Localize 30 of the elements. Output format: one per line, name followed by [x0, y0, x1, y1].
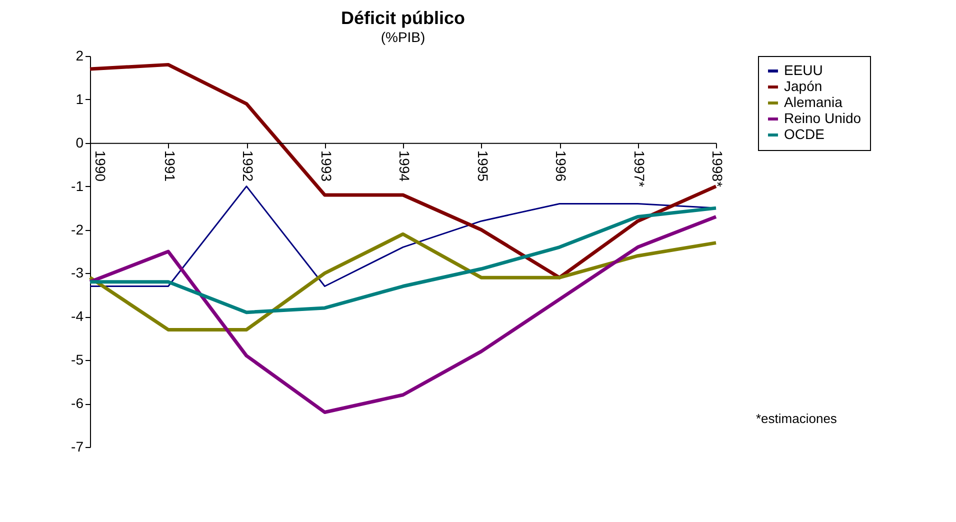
legend-label: OCDE [784, 126, 824, 142]
x-tick-label: 1990 [92, 150, 108, 182]
legend-label: Japón [784, 78, 822, 94]
y-tick-label: -6 [71, 395, 84, 412]
y-tick-label: -2 [71, 221, 84, 238]
line-series [88, 232, 718, 332]
y-tick-label: 0 [76, 134, 84, 150]
legend-label: Reino Unido [784, 110, 862, 126]
x-tick-label: 1993 [318, 150, 334, 182]
chart-subtitle: (%PIB) [380, 29, 426, 45]
y-tick-label: -7 [71, 438, 84, 454]
x-tick-label: 1991 [162, 150, 178, 182]
x-tick-label: 1995 [474, 150, 491, 182]
x-tick-label: 1994 [396, 150, 412, 182]
y-tick-label: -4 [71, 308, 84, 324]
x-tick-label: 1998* [710, 150, 726, 188]
x-tick-label: 1992 [240, 150, 256, 182]
chart-title: Déficit público [340, 8, 466, 28]
legend-label: EEUU [784, 62, 823, 78]
legend-label: Alemania [784, 94, 843, 110]
y-tick-label: 2 [76, 48, 84, 64]
line-series [88, 214, 718, 414]
x-tick-label: 1996 [553, 150, 569, 182]
text: *estimaciones [756, 411, 838, 426]
y-tick-label: -5 [71, 352, 84, 368]
y-tick-label: -3 [71, 264, 84, 281]
line-series [88, 206, 718, 314]
x-tick-label: 1997* [631, 150, 648, 188]
y-tick-label: -1 [71, 178, 84, 194]
y-tick-label: 1 [76, 90, 84, 107]
